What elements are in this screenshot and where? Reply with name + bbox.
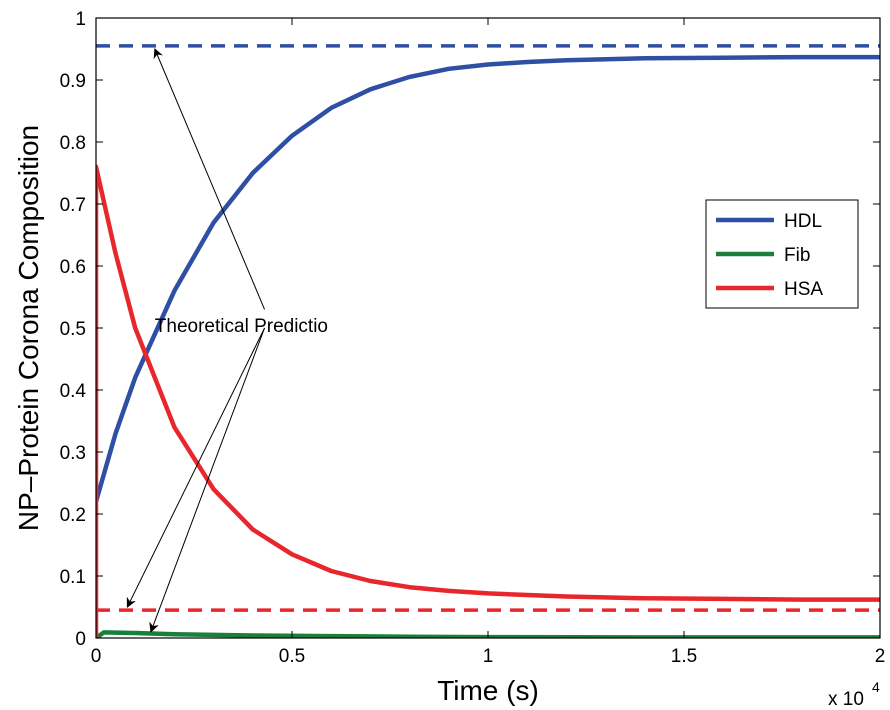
x-tick-label: 0.5 — [279, 646, 305, 667]
x-axis-label: Time (s) — [437, 675, 539, 706]
annotation-layer: Theoretical Predictio — [126, 48, 328, 633]
y-tick-label: 0.3 — [60, 443, 86, 464]
y-tick-label: 0.1 — [60, 567, 86, 588]
y-tick-label: 0.7 — [60, 195, 86, 216]
annotation-arrow-1 — [126, 327, 266, 608]
series-line-hsa — [96, 164, 880, 638]
legend-label-fib: Fib — [784, 245, 810, 266]
reference-lines-layer — [96, 44, 880, 612]
legend-label-hsa: HSA — [784, 279, 823, 300]
annotation-arrow-2 — [149, 327, 266, 633]
y-tick-label: 1 — [75, 9, 86, 30]
legend-label-hdl: HDL — [784, 211, 822, 232]
x-axis-multiplier: x 10 4 — [828, 679, 880, 710]
x-tick-label: 1.5 — [671, 646, 697, 667]
y-tick-label: 0.4 — [60, 381, 87, 402]
x-tick-label: 2 — [875, 646, 886, 667]
x-tick-label: 0 — [91, 646, 102, 667]
y-axis-label: NP–Protein Corona Composition — [13, 125, 44, 531]
annotation-label: Theoretical Predictio — [155, 316, 328, 337]
y-tick-label: 0.9 — [60, 71, 86, 92]
y-tick-label: 0.2 — [60, 505, 86, 526]
y-tick-label: 0.6 — [60, 257, 86, 278]
y-axis-ticks: 0 0.1 0.2 0.3 0.4 0.5 0.6 0.7 0.8 0.9 1 — [60, 9, 880, 650]
plot-area — [96, 18, 880, 638]
x-axis-multiplier-exponent: 4 — [872, 679, 880, 695]
x-axis-multiplier-base: x 10 — [828, 689, 864, 710]
series-line-hdl — [96, 54, 880, 504]
y-tick-label: 0.5 — [60, 319, 86, 340]
y-tick-label: 0.8 — [60, 133, 86, 154]
legend: HDL Fib HSA — [705, 199, 859, 309]
annotation-arrow-0 — [153, 48, 266, 310]
x-tick-label: 1 — [483, 646, 494, 667]
y-tick-label: 0 — [75, 629, 86, 650]
x-axis-ticks: 0 0.5 1 1.5 2 — [91, 18, 886, 667]
